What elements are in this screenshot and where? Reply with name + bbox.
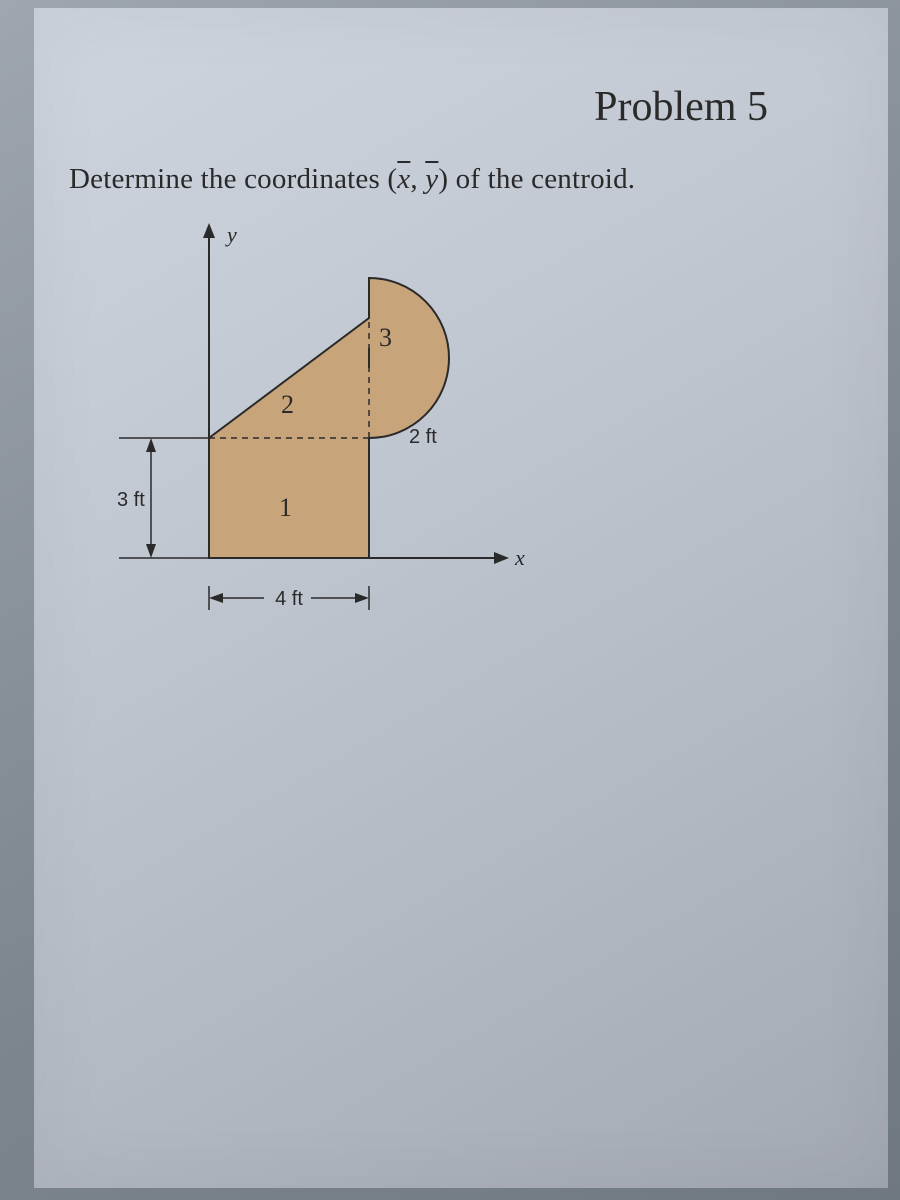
x-axis-label: x — [514, 545, 525, 570]
page: Problem 5 Determine the coordinates (x, … — [34, 8, 888, 1188]
dim-2ft-label: 2 ft — [409, 426, 437, 448]
dim-3ft-label: 3 ft — [117, 489, 145, 511]
prompt-ybar: y — [425, 163, 438, 195]
dim-4ft-label: 4 ft — [275, 588, 303, 610]
y-axis-label: y — [225, 222, 237, 247]
prompt-comma: , — [410, 163, 425, 195]
problem-prompt: Determine the coordinates (x, y) of the … — [69, 163, 635, 196]
problem-title: Problem 5 — [594, 83, 768, 131]
region-2-label: 2 — [281, 390, 294, 419]
prompt-pre: Determine the coordinates ( — [69, 163, 397, 195]
dim-4ft-arrow-r — [355, 593, 369, 603]
prompt-post: ) of the centroid. — [438, 163, 635, 195]
region-1-label: 1 — [279, 493, 292, 522]
dim-3ft-arrow-top — [146, 438, 156, 452]
y-axis-arrow — [203, 223, 215, 238]
region-3-label: 3 — [379, 323, 392, 352]
prompt-xbar: x — [397, 163, 410, 195]
figure-diagram: y x 1 2 3 3 ft 4 ft 2 ft — [79, 218, 599, 648]
composite-shape — [209, 278, 449, 558]
dim-3ft-arrow-bot — [146, 544, 156, 558]
dim-4ft-arrow-l — [209, 593, 223, 603]
